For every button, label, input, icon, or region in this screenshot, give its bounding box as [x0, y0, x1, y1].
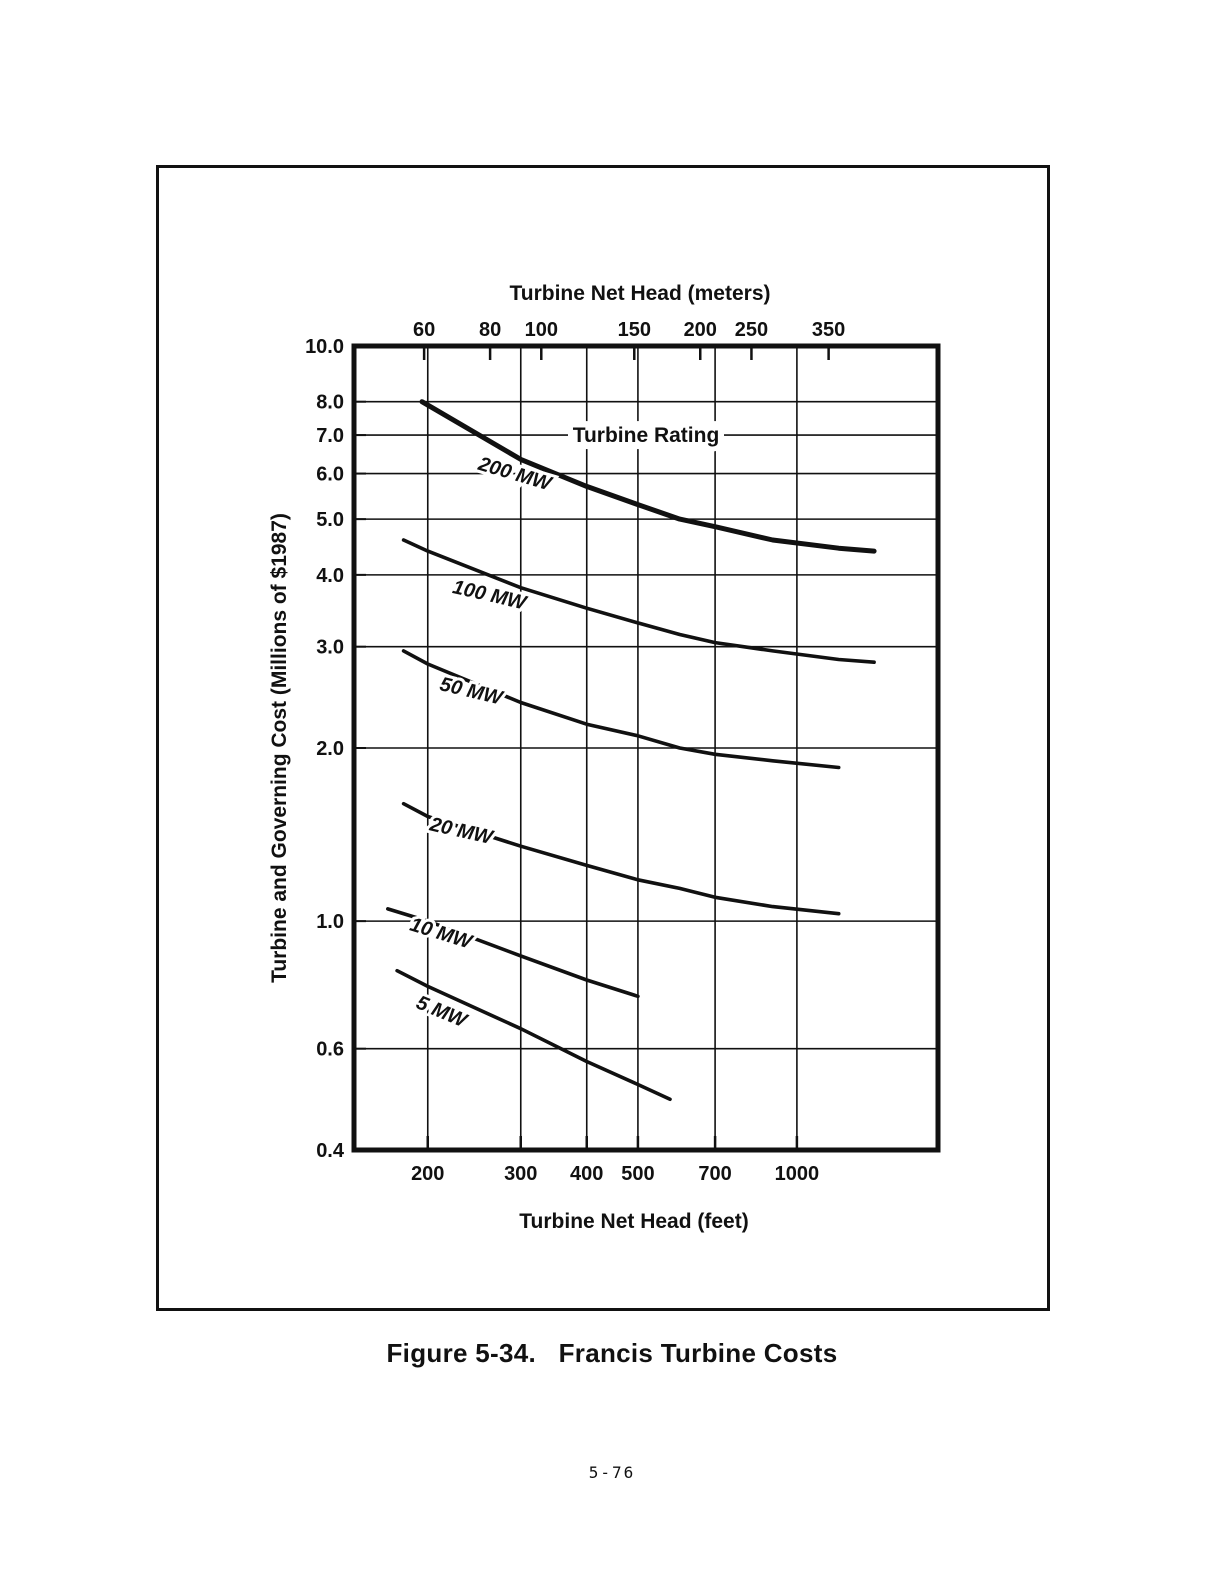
series-line-5-mw — [395, 968, 672, 1102]
x-tick-label-400: 400 — [570, 1163, 603, 1185]
series-line-50-mw — [401, 649, 841, 770]
figure-frame — [156, 165, 1050, 1311]
y-tick-label-8.0: 8.0 — [316, 392, 344, 414]
y-tick-label-10.0: 10.0 — [305, 336, 344, 358]
x2-tick-label-150: 150 — [618, 319, 651, 341]
series-label-50-mw: 50 MW — [438, 673, 507, 710]
x2-tick-label-200: 200 — [684, 319, 717, 341]
x-tick-label-500: 500 — [621, 1163, 654, 1185]
series-label-20-mw: 20 MW — [427, 813, 497, 849]
y-tick-label-6.0: 6.0 — [316, 464, 344, 486]
y-tick-label-3.0: 3.0 — [316, 637, 344, 659]
y-tick-label-0.4: 0.4 — [316, 1140, 345, 1162]
series-line-20-mw — [401, 801, 841, 916]
series-label-200-mw: 200 MW — [475, 453, 556, 496]
x2-tick-label-250: 250 — [735, 319, 768, 341]
series-label-10-mw: 10 MW — [407, 914, 476, 954]
series-label-5-mw: 5 MW — [413, 992, 472, 1033]
legend-title-backdrop — [568, 421, 724, 450]
legend-title: Turbine Rating — [573, 424, 720, 447]
series-label-100-mw: 100 MW — [451, 576, 531, 615]
x2-tick-label-80: 80 — [479, 319, 501, 341]
y-tick-label-7.0: 7.0 — [316, 425, 344, 447]
x-tick-label-1000: 1000 — [775, 1163, 820, 1185]
series-line-100-mw — [401, 538, 876, 664]
series-lines — [386, 399, 877, 1102]
page-number: 5-76 — [588, 1463, 636, 1482]
x-tick-label-300: 300 — [504, 1163, 537, 1185]
x2-axis-title: Turbine Net Head (meters) — [510, 282, 771, 305]
y-tick-label-1.0: 1.0 — [316, 911, 344, 933]
y-axis-title: Turbine and Governing Cost (Millions of … — [268, 513, 291, 983]
grid-lines — [354, 346, 938, 1150]
y-tick-label-0.6: 0.6 — [316, 1039, 344, 1061]
x-tick-label-700: 700 — [698, 1163, 731, 1185]
y-tick-label-5.0: 5.0 — [316, 509, 344, 531]
axis-ticks — [354, 345, 830, 1151]
figure-caption: Figure 5-34. Francis Turbine Costs — [386, 1338, 838, 1368]
x-tick-label-200: 200 — [411, 1163, 444, 1185]
x2-tick-label-60: 60 — [413, 319, 435, 341]
x2-tick-label-100: 100 — [525, 319, 558, 341]
y-tick-label-4.0: 4.0 — [316, 565, 344, 587]
series-line-200-mw — [419, 399, 877, 554]
series-line-10-mw — [386, 907, 640, 999]
x2-tick-label-350: 350 — [812, 319, 845, 341]
x-axis-title: Turbine Net Head (feet) — [519, 1210, 748, 1233]
y-tick-label-2.0: 2.0 — [316, 738, 344, 760]
